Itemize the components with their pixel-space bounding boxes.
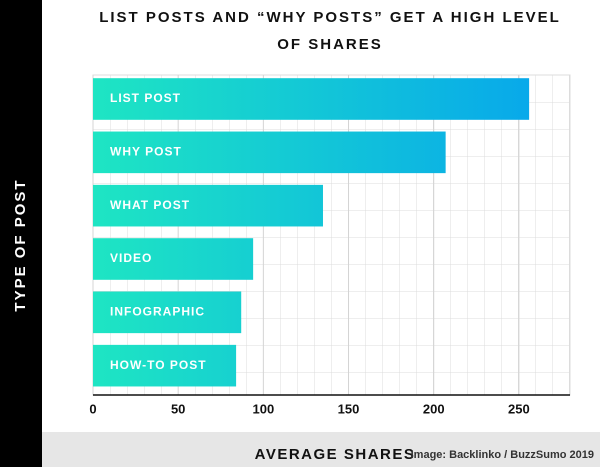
x-tick-label: 150	[338, 401, 360, 416]
x-tick-label: 50	[171, 401, 185, 416]
bar	[93, 344, 237, 387]
category-label: WHY POST	[110, 145, 182, 159]
side-strip	[0, 0, 42, 467]
x-tick-label: 100	[253, 401, 275, 416]
category-label: LIST POST	[110, 91, 181, 105]
x-tick-label: 0	[89, 401, 96, 416]
x-axis-label: AVERAGE SHARES	[255, 446, 416, 463]
chart-title: OF SHARES	[277, 36, 383, 53]
x-tick-label: 200	[423, 401, 445, 416]
chart-title: LIST POSTS AND “WHY POSTS” GET A HIGH LE…	[99, 9, 561, 26]
footer-band	[42, 432, 600, 467]
category-label: HOW-TO POST	[110, 358, 207, 372]
plot-grid	[92, 74, 571, 396]
bar	[93, 291, 242, 334]
bar	[93, 184, 323, 227]
x-tick-label: 250	[508, 401, 530, 416]
category-label: INFOGRAPHIC	[110, 305, 205, 319]
bar	[93, 78, 530, 120]
bar	[93, 131, 446, 174]
category-label: WHAT POST	[110, 198, 190, 212]
category-label: VIDEO	[110, 251, 152, 265]
source-note: Image: Backlinko / BuzzSumo 2019	[411, 449, 594, 461]
bar	[93, 238, 254, 280]
y-axis-label: TYPE OF POST	[12, 178, 29, 311]
